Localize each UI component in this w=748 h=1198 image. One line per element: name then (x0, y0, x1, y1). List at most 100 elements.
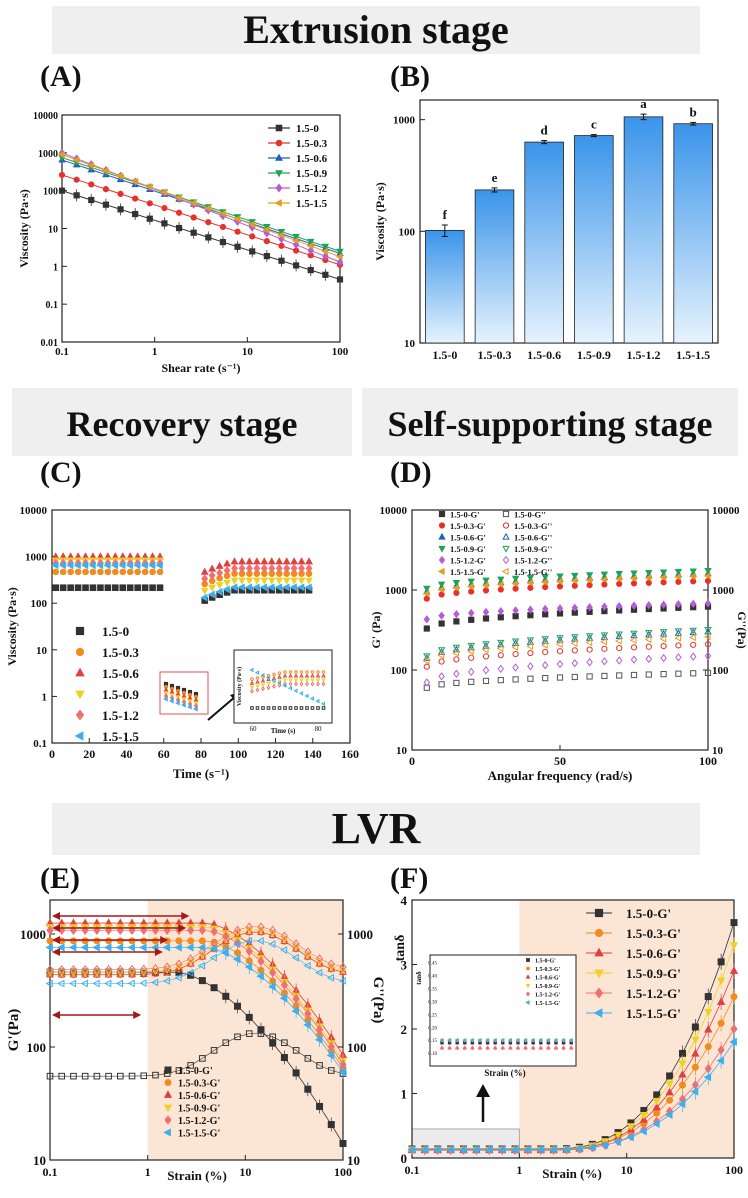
data-point (280, 935, 289, 944)
data-point (245, 946, 253, 957)
data-point (690, 670, 697, 677)
legend-label-c: 1.5-0 (102, 624, 129, 639)
data-point (309, 696, 315, 701)
y-tick-label-c: 10000 (20, 505, 48, 517)
data-point (645, 671, 652, 678)
legend-label-a: 1.5-0.9 (296, 168, 328, 180)
data-point (730, 919, 738, 927)
data-point (208, 564, 217, 572)
data-point (542, 675, 549, 682)
data-point (88, 181, 95, 188)
data-point (297, 557, 306, 565)
y-tick-label-e: 100 (27, 1040, 47, 1055)
data-point (262, 226, 270, 234)
x-tick-label-c: 40 (121, 747, 133, 761)
data-point (250, 677, 254, 682)
data-point (327, 963, 336, 971)
data-point (407, 1145, 415, 1154)
data-point (482, 577, 490, 585)
inset-y-tick-f: 0.20 (428, 1026, 437, 1031)
data-point (586, 603, 593, 612)
data-point (730, 1024, 738, 1034)
data-point (193, 706, 198, 712)
data-point (93, 937, 101, 945)
y-tick-label-a: 10 (48, 225, 58, 236)
data-point (257, 927, 265, 935)
data-point (452, 644, 461, 652)
inset-y-tick-f: 0.15 (428, 1039, 437, 1044)
data-point (257, 956, 265, 966)
data-point (57, 150, 65, 159)
data-point (245, 583, 253, 592)
lvr-arrow-head (52, 1011, 60, 1019)
data-point (689, 633, 696, 642)
data-point (89, 568, 97, 576)
data-point (255, 684, 260, 689)
data-point (307, 238, 315, 246)
data-point (502, 545, 510, 553)
data-point (561, 1045, 566, 1051)
data-point (630, 570, 638, 578)
data-point (462, 1038, 467, 1043)
significance-letter: c (591, 117, 597, 132)
data-point (601, 602, 608, 611)
x-tick-label-d: 0 (409, 754, 415, 768)
data-point (527, 649, 534, 657)
data-point (458, 1145, 467, 1154)
data-point (630, 631, 638, 639)
x-tick-label-a: 10 (242, 346, 254, 358)
legend-label-e: 1.5-0.3-G' (178, 1079, 220, 1090)
data-point (326, 973, 335, 982)
data-point (502, 510, 510, 518)
data-point (252, 583, 260, 592)
data-point (468, 678, 475, 685)
data-point (438, 532, 446, 540)
legend-label-a: 1.5-0 (296, 123, 319, 135)
data-point (704, 641, 712, 648)
data-point (272, 683, 276, 689)
data-point (221, 946, 229, 954)
data-point (252, 577, 261, 585)
legend-label-d: 1.5-0.9-G'' (514, 544, 552, 554)
data-point (527, 662, 534, 671)
data-point (497, 576, 505, 584)
data-point (527, 675, 534, 682)
data-point (644, 574, 652, 582)
data-point (268, 563, 276, 573)
data-point (282, 583, 290, 592)
series-d-1.5-0.3-G'' (423, 641, 712, 670)
data-point (615, 656, 623, 665)
data-point (288, 678, 293, 683)
data-point (104, 568, 112, 576)
data-point (276, 680, 282, 686)
data-point (467, 667, 475, 677)
data-point (275, 124, 283, 132)
lvr-arrow-head (160, 936, 169, 944)
data-point (600, 638, 607, 646)
inset-x-tick-c: 80 (315, 725, 323, 733)
data-point (452, 649, 459, 657)
data-point (297, 583, 305, 592)
data-point (497, 677, 504, 684)
data-point (127, 943, 135, 952)
data-point (103, 561, 111, 570)
data-point (46, 925, 54, 935)
y-axis-label-c: Viscosity (Pa·s) (5, 587, 19, 666)
data-point (298, 691, 304, 696)
data-point (46, 970, 54, 978)
data-point (282, 678, 288, 683)
data-point (336, 276, 344, 283)
data-point (92, 979, 100, 988)
data-point (660, 642, 667, 650)
data-point (299, 678, 304, 683)
data-point (437, 567, 445, 576)
data-point (267, 577, 276, 585)
data-point (253, 563, 261, 573)
data-point (74, 568, 82, 576)
data-point (274, 583, 282, 592)
data-point (545, 1038, 550, 1043)
data-point (81, 969, 90, 977)
data-point (511, 638, 520, 646)
data-point (546, 1045, 551, 1051)
data-point (275, 563, 283, 573)
